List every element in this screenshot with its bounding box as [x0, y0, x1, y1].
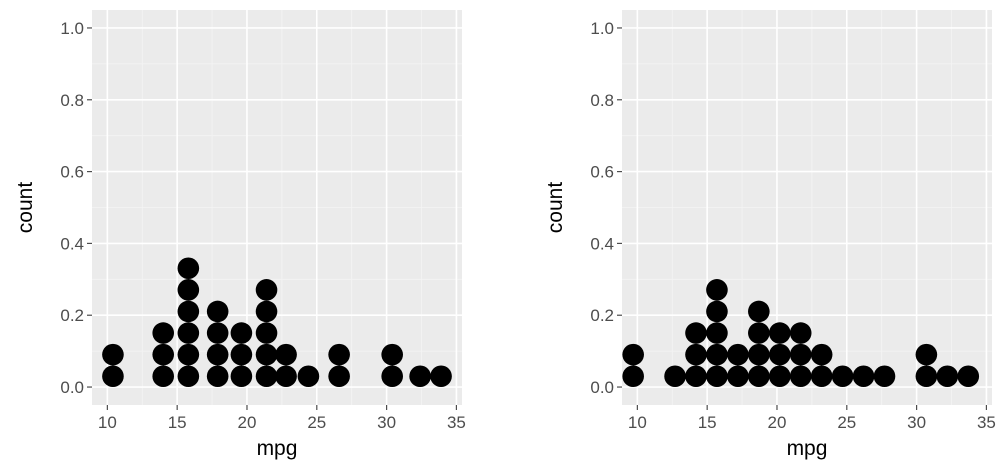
dot [381, 343, 403, 366]
x-tick-label: 20 [768, 413, 787, 432]
dot [206, 322, 229, 344]
dot [230, 343, 253, 366]
dot [915, 365, 938, 388]
y-tick-label: 0.4 [590, 234, 614, 253]
dot [727, 343, 749, 366]
dot [748, 343, 770, 366]
dot [748, 365, 770, 388]
y-tick-label: 0.0 [60, 378, 84, 397]
dot [177, 365, 200, 388]
x-tick-label: 15 [168, 413, 187, 432]
x-tick-label: 10 [628, 413, 647, 432]
x-tick-label: 25 [307, 413, 326, 432]
dot [255, 365, 278, 388]
dot [177, 322, 200, 344]
dot [748, 300, 770, 323]
x-axis-title: mpg [257, 437, 298, 460]
x-tick-label: 35 [447, 413, 466, 432]
y-tick-label: 0.6 [590, 163, 614, 182]
dot [768, 322, 791, 344]
x-tick-label: 30 [907, 413, 926, 432]
dot [831, 365, 854, 388]
dot [685, 322, 707, 344]
chart-panel-2: 0.0 0.2 0.4 0.6 0.8 1.0 10 15 20 25 30 35 mpg count [544, 10, 996, 460]
dot [957, 365, 980, 388]
x-tick-label: 30 [377, 413, 396, 432]
dot [768, 365, 791, 388]
dot [789, 322, 812, 344]
dot [768, 343, 791, 366]
y-axis-title: count [544, 182, 567, 234]
dot [230, 365, 253, 388]
dot [706, 322, 728, 344]
dot [706, 343, 728, 366]
y-axis-title: count [14, 182, 37, 234]
dot [152, 343, 175, 366]
y-tick-label: 1.0 [590, 19, 614, 38]
dot [255, 300, 278, 323]
dot [873, 365, 896, 388]
dot [206, 365, 229, 388]
dot [622, 343, 644, 366]
dot [206, 300, 229, 323]
dot [328, 343, 350, 366]
dot [789, 343, 812, 366]
dot [727, 365, 749, 388]
dot [177, 343, 200, 366]
dot [152, 322, 175, 344]
y-tick-label: 0.4 [60, 234, 84, 253]
y-tick-label: 0.8 [590, 91, 614, 110]
dot [409, 365, 431, 388]
dot [177, 279, 200, 301]
y-tick-label: 1.0 [60, 19, 84, 38]
dot [275, 343, 297, 366]
chart-panel-1: 0.0 0.2 0.4 0.6 0.8 1.0 10 15 20 25 30 35 mpg count [14, 10, 466, 460]
dot [706, 365, 728, 388]
dot [177, 300, 200, 323]
dot [255, 343, 278, 366]
y-tick-label: 0.6 [60, 163, 84, 182]
dot [255, 279, 278, 301]
dot [706, 300, 728, 323]
x-tick-label: 10 [98, 413, 117, 432]
dot [706, 279, 728, 301]
dot [810, 365, 833, 388]
dot [381, 365, 403, 388]
dot [936, 365, 959, 388]
dot [102, 343, 124, 366]
x-axis-title: mpg [787, 437, 828, 460]
y-tick-label: 0.2 [590, 306, 614, 325]
x-tick-label: 35 [977, 413, 996, 432]
dot [789, 365, 812, 388]
x-tick-label: 15 [698, 413, 717, 432]
dot [328, 365, 350, 388]
y-tick-label: 0.2 [60, 306, 84, 325]
dot [430, 365, 452, 388]
dot [664, 365, 686, 388]
dot [275, 365, 297, 388]
dot [206, 343, 229, 366]
dot [852, 365, 875, 388]
dot [810, 343, 833, 366]
dot [102, 365, 124, 388]
dot [297, 365, 320, 388]
dot [748, 322, 770, 344]
x-tick-label: 20 [238, 413, 257, 432]
x-tick-label: 25 [837, 413, 856, 432]
y-tick-label: 0.0 [590, 378, 614, 397]
dot [255, 322, 278, 344]
dot [622, 365, 644, 388]
dot [230, 322, 253, 344]
dot [152, 365, 175, 388]
dot [685, 365, 707, 388]
y-tick-label: 0.8 [60, 91, 84, 110]
dot [915, 343, 938, 366]
dot [685, 343, 707, 366]
dot [177, 257, 200, 280]
